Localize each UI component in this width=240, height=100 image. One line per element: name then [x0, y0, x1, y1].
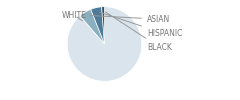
Text: ASIAN: ASIAN — [90, 15, 170, 24]
Wedge shape — [67, 7, 142, 81]
Wedge shape — [80, 9, 104, 44]
Text: HISPANIC: HISPANIC — [100, 12, 182, 38]
Wedge shape — [102, 7, 104, 44]
Text: WHITE: WHITE — [62, 11, 87, 21]
Text: BLACK: BLACK — [106, 12, 172, 52]
Wedge shape — [91, 7, 104, 44]
